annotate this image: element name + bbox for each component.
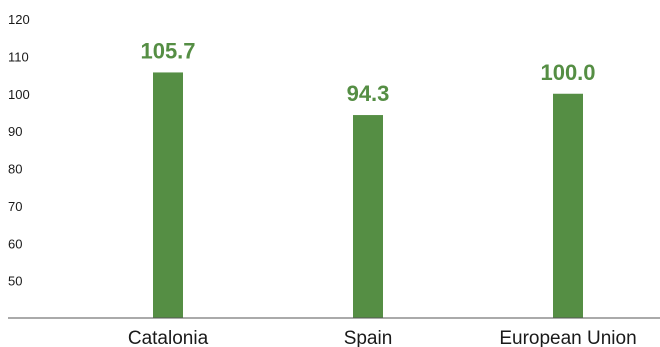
bar-spain	[353, 115, 383, 319]
data-label: 100.0	[540, 60, 595, 85]
data-label: 94.3	[347, 81, 390, 106]
y-tick-label: 60	[8, 236, 22, 251]
y-tick-label: 80	[8, 162, 22, 177]
data-label: 105.7	[140, 38, 195, 63]
y-tick-label: 50	[8, 274, 22, 289]
y-tick-label: 110	[8, 49, 29, 64]
bar-catalonia	[153, 72, 183, 318]
x-axis: Catalonia Spain European Union	[8, 317, 660, 347]
y-tick-label: 70	[8, 199, 22, 214]
y-axis: 50 60 70 80 90 100 110 120	[8, 12, 30, 289]
y-tick-label: 90	[8, 124, 22, 139]
x-category-label: Spain	[344, 328, 393, 347]
y-tick-label: 100	[8, 87, 30, 102]
bar-european-union	[553, 93, 583, 318]
y-tick-label: 120	[8, 12, 30, 27]
data-labels: 105.7 94.3 100.0	[140, 38, 595, 106]
bars	[153, 72, 583, 319]
x-category-label: Catalonia	[128, 328, 209, 347]
x-category-label: European Union	[499, 328, 636, 347]
